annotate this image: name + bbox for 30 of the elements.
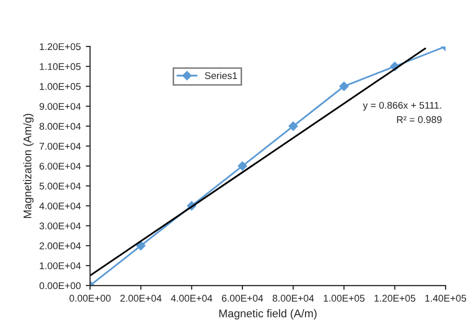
x-tick-label: 1.20E+05 bbox=[374, 294, 416, 302]
legend-label: Series1 bbox=[204, 72, 237, 80]
point bbox=[238, 161, 248, 171]
y-tick-label: 1.00E+05 bbox=[40, 83, 81, 90]
y-tick-label: 4.00E+04 bbox=[39, 202, 81, 210]
annotation: R² = 0.989 bbox=[397, 116, 442, 124]
x-axis-title: Magnetic field (A/m) bbox=[219, 309, 317, 320]
x-tick-label: 0.00E+00 bbox=[69, 294, 111, 302]
x-tick-label: 6.00E+04 bbox=[222, 294, 264, 302]
x-tick-label: 1.40E+05 bbox=[425, 294, 466, 302]
point bbox=[136, 241, 146, 250]
point bbox=[339, 82, 349, 91]
y-tick-label: 0.00E+00 bbox=[40, 282, 81, 290]
y-tick-label: 2.00E+04 bbox=[40, 242, 81, 250]
y-tick-label: 1.00E+04 bbox=[40, 262, 81, 270]
y-tick-label: 1.20E+05 bbox=[40, 43, 81, 50]
y-tick-label: 5.00E+04 bbox=[40, 182, 81, 190]
x-tick-label: 2.00E+04 bbox=[120, 294, 162, 302]
x-tick-label: 1.00E+05 bbox=[324, 294, 365, 302]
y-axis-title: Magnetization (Am/g) bbox=[23, 114, 34, 218]
y-tick-label: 6.00E+04 bbox=[40, 162, 81, 170]
y-tick-label: 7.00E+04 bbox=[40, 142, 81, 150]
x-tick-label: 8.00E+04 bbox=[272, 294, 314, 302]
point bbox=[288, 122, 298, 131]
y-tick-label: 9.00E+04 bbox=[40, 102, 81, 110]
x-tick-label: 4.00E+04 bbox=[170, 294, 212, 302]
y-tick-label: 3.00E+04 bbox=[40, 222, 81, 230]
y-tick-label: 1.10E+05 bbox=[40, 63, 81, 70]
y-tick-label: 8.00E+04 bbox=[40, 122, 81, 130]
annotation: y = 0.866x + 5111. bbox=[362, 102, 442, 111]
